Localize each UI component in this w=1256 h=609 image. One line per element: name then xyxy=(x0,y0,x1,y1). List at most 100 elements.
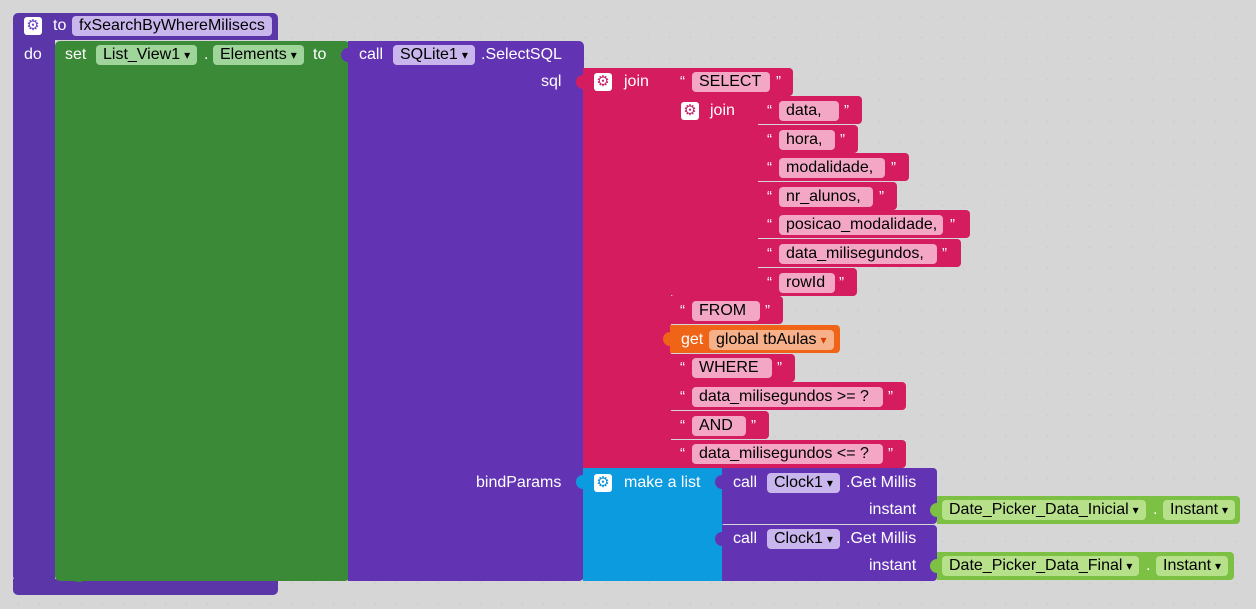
sqlite-component-value: SQLite1 xyxy=(400,46,458,63)
select-sql-block[interactable] xyxy=(348,41,584,581)
text-and-value[interactable]: AND xyxy=(692,416,746,436)
quote-open-icon: “ xyxy=(767,274,772,291)
instant-param-label-1: instant xyxy=(869,501,917,518)
quote-close-icon: ” xyxy=(942,245,947,262)
select-sql-call-label: call xyxy=(359,46,384,63)
date-picker-inicial-dropdown[interactable]: Date_Picker_Data_Inicial ▾ xyxy=(942,500,1146,520)
quote-close-icon: ” xyxy=(777,359,782,376)
get-millis-method-1: .Get Millis xyxy=(846,474,917,491)
date-picker-inicial-connector xyxy=(930,503,938,517)
quote-close-icon: ” xyxy=(751,417,756,434)
text-item-nr-alunos-value[interactable]: nr_alunos, xyxy=(779,187,873,207)
text-cond1-value[interactable]: data_milisegundos >= ? xyxy=(692,387,883,407)
quote-close-icon: ” xyxy=(891,159,896,176)
quote-open-icon: “ xyxy=(767,245,772,262)
set-label: set xyxy=(65,46,87,63)
set-property-block[interactable] xyxy=(55,41,350,581)
quote-open-icon: “ xyxy=(767,102,772,119)
date-picker-final-value: Date_Picker_Data_Final xyxy=(949,557,1123,574)
get-label: get xyxy=(681,331,704,348)
quote-close-icon: ” xyxy=(840,131,845,148)
sql-param-label: sql xyxy=(541,73,562,90)
quote-close-icon: ” xyxy=(950,216,955,233)
clock-component-value-1: Clock1 xyxy=(774,474,823,491)
quote-open-icon: “ xyxy=(767,131,772,148)
instant-property-value-1: Instant xyxy=(1170,501,1219,518)
date-picker-final-connector xyxy=(930,559,938,573)
quote-close-icon: ” xyxy=(879,188,884,205)
get-millis-connector-1 xyxy=(715,475,723,489)
get-millis-call-label-1: call xyxy=(733,474,758,491)
gear-icon[interactable]: ⚙ xyxy=(594,73,612,91)
text-item-data-milisegundos-value[interactable]: data_milisegundos, xyxy=(779,244,937,264)
make-a-list-connector xyxy=(576,475,584,489)
inner-join-label: join xyxy=(710,102,735,119)
quote-open-icon: “ xyxy=(767,216,772,233)
inner-join-block[interactable] xyxy=(670,96,758,296)
global-variable-dropdown[interactable]: global tbAulas ▾ xyxy=(709,330,834,350)
quote-close-icon: ” xyxy=(844,102,849,119)
set-property-dropdown[interactable]: Elements ▾ xyxy=(213,45,304,65)
chevron-down-icon: ▾ xyxy=(290,48,297,62)
instant-property-dropdown-2[interactable]: Instant ▾ xyxy=(1156,556,1229,576)
get-millis-connector-2 xyxy=(715,532,723,546)
text-item-rowid-value[interactable]: rowId xyxy=(779,273,835,293)
chevron-down-icon: ▾ xyxy=(1222,503,1229,517)
gear-icon[interactable]: ⚙ xyxy=(594,474,612,492)
text-item-modalidade-value[interactable]: modalidade, xyxy=(779,158,885,178)
quote-close-icon: ” xyxy=(765,302,770,319)
text-from-value[interactable]: FROM xyxy=(692,301,760,321)
outer-join-connector xyxy=(576,75,584,89)
quote-open-icon: “ xyxy=(767,188,772,205)
procedure-to-label: to xyxy=(53,17,67,34)
outer-join-label: join xyxy=(624,73,649,90)
chevron-down-icon: ▾ xyxy=(826,476,833,490)
procedure-footer xyxy=(13,579,278,595)
gear-icon[interactable]: ⚙ xyxy=(681,102,699,120)
quote-open-icon: “ xyxy=(680,445,685,462)
text-item-hora-value[interactable]: hora, xyxy=(779,130,835,150)
clock-component-value-2: Clock1 xyxy=(774,530,823,547)
sqlite-component-dropdown[interactable]: SQLite1 ▾ xyxy=(393,45,475,65)
quote-close-icon: ” xyxy=(888,445,893,462)
quote-open-icon: “ xyxy=(680,302,685,319)
outer-join-block[interactable] xyxy=(583,68,671,468)
text-cond2-value[interactable]: data_milisegundos <= ? xyxy=(692,444,883,464)
text-select-value[interactable]: SELECT xyxy=(692,72,770,92)
set-dot: . xyxy=(204,46,209,63)
set-component-value: List_View1 xyxy=(103,46,181,63)
chevron-down-icon: ▾ xyxy=(1126,559,1133,573)
set-block-notch xyxy=(70,572,88,582)
select-sql-connector xyxy=(341,48,349,62)
procedure-do-label: do xyxy=(24,46,42,63)
date-picker-inicial-dot: . xyxy=(1153,501,1158,518)
chevron-down-icon: ▾ xyxy=(826,532,833,546)
chevron-down-icon: ▾ xyxy=(461,48,468,62)
quote-open-icon: “ xyxy=(680,388,685,405)
quote-open-icon: “ xyxy=(767,159,772,176)
text-item-posicao-modalidade-value[interactable]: posicao_modalidade, xyxy=(779,215,943,235)
gear-icon[interactable]: ⚙ xyxy=(24,17,42,35)
get-millis-call-label-2: call xyxy=(733,530,758,547)
date-picker-final-dot: . xyxy=(1146,557,1151,574)
quote-open-icon: “ xyxy=(680,417,685,434)
set-property-value: Elements xyxy=(220,46,287,63)
bindparams-param-label: bindParams xyxy=(476,474,562,491)
get-global-connector xyxy=(663,332,671,346)
get-millis-method-2: .Get Millis xyxy=(846,530,917,547)
chevron-down-icon: ▾ xyxy=(820,333,827,347)
chevron-down-icon: ▾ xyxy=(184,48,191,62)
quote-close-icon: ” xyxy=(888,388,893,405)
instant-property-dropdown-1[interactable]: Instant ▾ xyxy=(1163,500,1236,520)
set-component-dropdown[interactable]: List_View1 ▾ xyxy=(96,45,198,65)
clock-component-dropdown-2[interactable]: Clock1 ▾ xyxy=(767,529,840,549)
text-item-data-value[interactable]: data, xyxy=(779,101,839,121)
procedure-name-field[interactable]: fxSearchByWhereMilisecs xyxy=(72,16,272,36)
make-a-list-label: make a list xyxy=(624,474,701,491)
quote-close-icon: ” xyxy=(776,73,781,90)
quote-close-icon: ” xyxy=(839,274,844,291)
clock-component-dropdown-1[interactable]: Clock1 ▾ xyxy=(767,473,840,493)
global-variable-value: global tbAulas xyxy=(716,331,817,348)
date-picker-final-dropdown[interactable]: Date_Picker_Data_Final ▾ xyxy=(942,556,1140,576)
text-where-value[interactable]: WHERE xyxy=(692,358,772,378)
